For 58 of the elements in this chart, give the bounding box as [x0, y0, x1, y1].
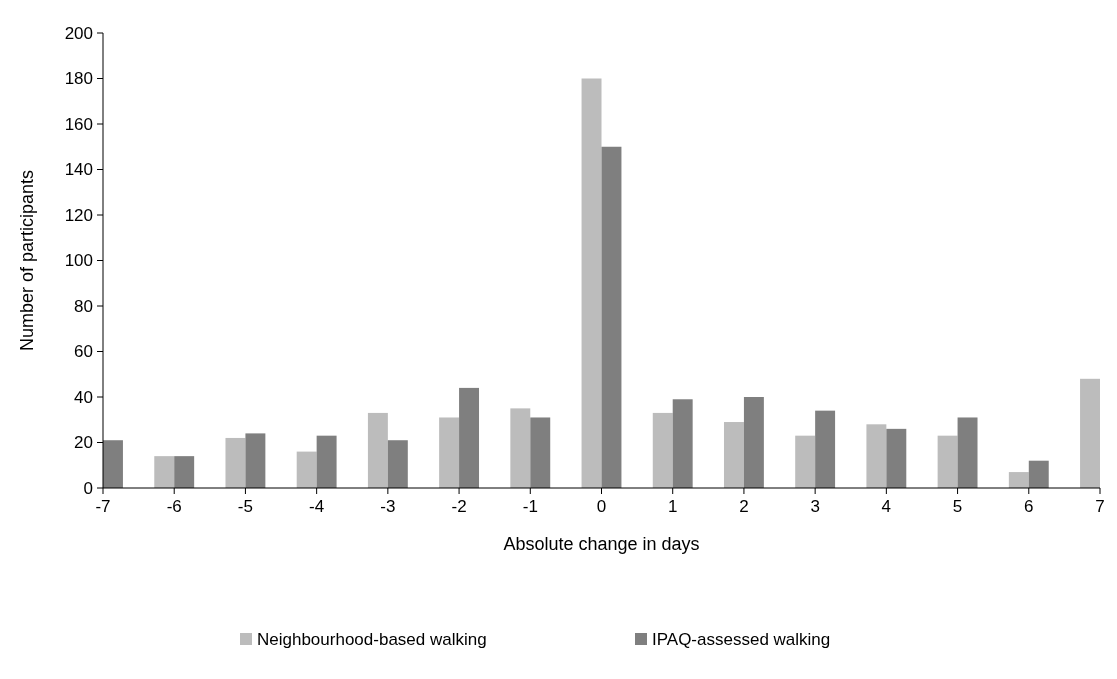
y-tick-label: 20: [74, 433, 93, 453]
x-tick-label: -6: [166, 497, 182, 516]
bar: [601, 146, 622, 488]
y-tick-label: 200: [64, 23, 93, 43]
y-tick-label: 180: [64, 69, 93, 89]
y-tick-label: 160: [64, 114, 93, 134]
x-tick-label: -7: [95, 497, 111, 516]
x-tick-label: -4: [309, 497, 325, 516]
bar: [510, 408, 531, 488]
y-tick-label: 80: [74, 296, 93, 316]
bar: [154, 456, 175, 488]
x-tick-label: 5: [952, 497, 963, 516]
y-tick-label: 40: [74, 387, 93, 407]
bar: [723, 422, 744, 488]
bar: [316, 435, 337, 488]
bar: [459, 387, 480, 488]
x-tick-label: -2: [451, 497, 467, 516]
bar: [815, 410, 836, 488]
bar: [1008, 472, 1029, 488]
x-tick-label: 1: [667, 497, 678, 516]
x-tick-label: 0: [596, 497, 607, 516]
x-tick-label: 4: [881, 497, 892, 516]
x-tick-label: 3: [810, 497, 820, 516]
legend-label: Neighbourhood-based walking: [257, 629, 487, 649]
bar: [886, 428, 907, 488]
y-axis-title: Number of participants: [17, 169, 37, 352]
bar: [957, 417, 978, 488]
x-tick-label: 2: [739, 497, 749, 516]
bar: [387, 440, 408, 488]
x-tick-label: -3: [380, 497, 396, 516]
y-tick-label: 120: [64, 205, 93, 225]
x-tick-label: 6: [1024, 497, 1034, 516]
y-tick-label: 60: [74, 342, 93, 362]
bar: [296, 451, 317, 488]
bar: [1080, 378, 1100, 488]
bar: [652, 412, 673, 488]
bar: [672, 399, 693, 488]
y-tick-label: 0: [83, 478, 93, 498]
bar: [937, 435, 958, 488]
bar: [174, 456, 195, 488]
bar: [225, 437, 246, 488]
bar: [1028, 460, 1049, 488]
bar: [866, 424, 887, 488]
legend-label: IPAQ-assessed walking: [652, 629, 831, 649]
bar: [581, 78, 602, 488]
x-tick-label: -5: [237, 497, 253, 516]
x-tick-label: -1: [522, 497, 538, 516]
y-tick-label: 140: [64, 160, 93, 180]
bar: [103, 440, 123, 488]
bar: [439, 417, 460, 488]
y-tick-label: 100: [64, 251, 93, 271]
bar: [367, 412, 388, 488]
x-tick-label: 7: [1095, 497, 1105, 516]
bar: [530, 417, 551, 488]
x-axis-title: Absolute change in days: [503, 534, 700, 554]
bar: [743, 397, 764, 488]
bar: [795, 435, 816, 488]
bar: [245, 433, 266, 488]
